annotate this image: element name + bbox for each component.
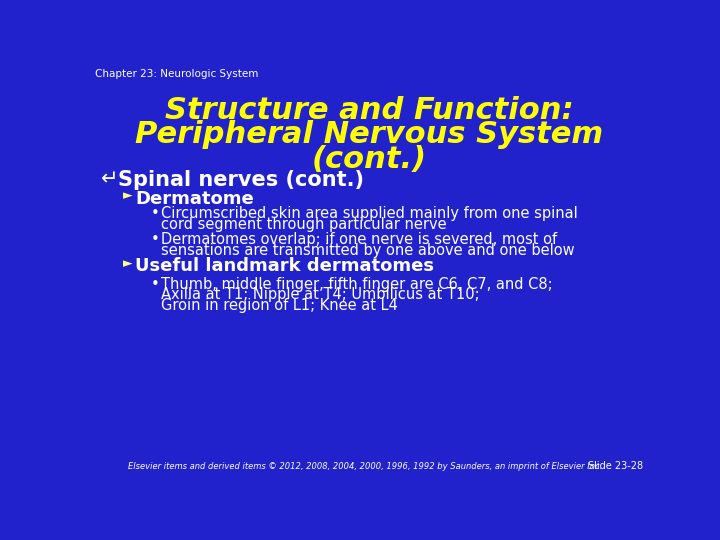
Text: cord segment through particular nerve: cord segment through particular nerve bbox=[161, 217, 447, 232]
Text: •: • bbox=[150, 232, 159, 247]
Text: Spinal nerves (cont.): Spinal nerves (cont.) bbox=[118, 170, 364, 190]
Text: •: • bbox=[150, 206, 159, 221]
Text: sensations are transmitted by one above and one below: sensations are transmitted by one above … bbox=[161, 242, 575, 258]
Text: Chapter 23: Neurologic System: Chapter 23: Neurologic System bbox=[94, 70, 258, 79]
Text: Useful landmark dermatomes: Useful landmark dermatomes bbox=[135, 257, 434, 275]
Text: Dermatomes overlap; if one nerve is severed, most of: Dermatomes overlap; if one nerve is seve… bbox=[161, 232, 557, 247]
Text: (cont.): (cont.) bbox=[312, 145, 426, 174]
Text: ↵: ↵ bbox=[101, 170, 118, 190]
Text: Circumscribed skin area supplied mainly from one spinal: Circumscribed skin area supplied mainly … bbox=[161, 206, 578, 221]
Text: Thumb, middle finger, fifth finger are C6, C7, and C8;: Thumb, middle finger, fifth finger are C… bbox=[161, 276, 553, 292]
Text: ►: ► bbox=[122, 190, 132, 202]
Text: •: • bbox=[150, 276, 159, 292]
Text: Axilla at T1; Nipple at T4; Umbilicus at T10;: Axilla at T1; Nipple at T4; Umbilicus at… bbox=[161, 287, 480, 302]
Text: Slide 23-28: Slide 23-28 bbox=[588, 461, 644, 471]
Text: Structure and Function:: Structure and Function: bbox=[165, 96, 573, 125]
Text: Elsevier items and derived items © 2012, 2008, 2004, 2000, 1996, 1992 by Saunder: Elsevier items and derived items © 2012,… bbox=[128, 462, 602, 471]
Text: ►: ► bbox=[122, 257, 132, 271]
Text: Peripheral Nervous System: Peripheral Nervous System bbox=[135, 120, 603, 149]
Text: Dermatome: Dermatome bbox=[135, 190, 253, 207]
Text: Groin in region of L1; Knee at L4: Groin in region of L1; Knee at L4 bbox=[161, 298, 398, 313]
